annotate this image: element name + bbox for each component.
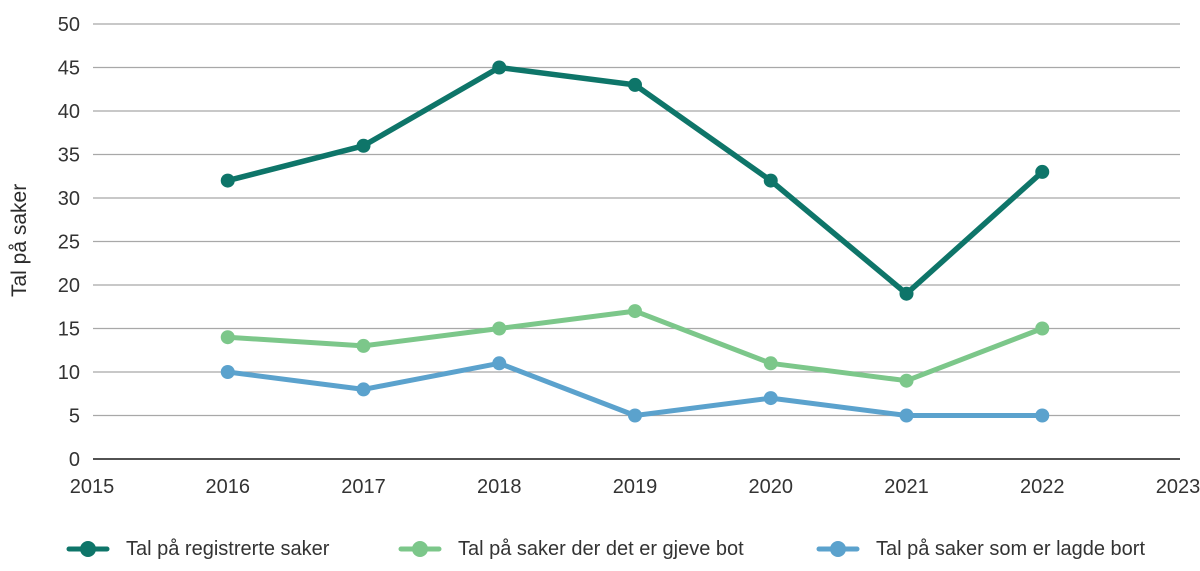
data-point xyxy=(220,173,235,188)
data-point xyxy=(763,391,778,406)
data-point xyxy=(763,173,778,188)
x-tick-label: 2020 xyxy=(749,476,794,498)
gridlines xyxy=(93,23,1180,460)
y-tick-label: 50 xyxy=(58,14,80,36)
x-tick-label: 2015 xyxy=(70,476,115,498)
data-point xyxy=(492,356,507,371)
series-points xyxy=(220,60,1050,423)
data-point xyxy=(356,382,371,397)
y-tick-label: 40 xyxy=(58,101,80,123)
y-tick-label: 15 xyxy=(58,319,80,341)
x-tick-label: 2022 xyxy=(1020,476,1065,498)
x-tick-label: 2018 xyxy=(477,476,522,498)
data-point xyxy=(628,77,642,92)
x-tick-label: 2016 xyxy=(206,476,251,498)
data-point xyxy=(899,373,914,388)
y-tick-label: 20 xyxy=(58,275,80,297)
legend-marker-lagde-bort-icon xyxy=(816,541,860,557)
legend-marker-gjeve-bot-icon xyxy=(398,541,442,557)
x-tick-label: 2019 xyxy=(613,476,658,498)
legend-label: Tal på registrerte saker xyxy=(126,537,330,560)
y-tick-label: 5 xyxy=(69,406,80,428)
legend-label: Tal på saker der det er gjeve bot xyxy=(458,537,744,560)
x-tick-label: 2023 xyxy=(1156,476,1200,498)
data-point xyxy=(763,356,778,371)
data-point xyxy=(492,321,507,336)
x-axis-tick-labels: 2015 2016 2017 2018 2019 2020 2021 2022 2023 xyxy=(70,476,1200,498)
data-point xyxy=(1035,408,1050,423)
legend-item-gjeve-bot: Tal på saker der det er gjeve bot xyxy=(398,532,744,566)
data-point xyxy=(628,408,642,423)
x-tick-label: 2017 xyxy=(341,476,386,498)
series-line-2 xyxy=(225,360,1045,418)
y-axis-tick-labels: 0 5 10 15 20 25 30 35 40 45 50 xyxy=(58,14,80,471)
legend-item-registrerte-saker: Tal på registrerte saker xyxy=(66,532,329,566)
data-point xyxy=(356,138,371,153)
x-tick-label: 2021 xyxy=(884,476,929,498)
chart-legend: Tal på registrerte saker Tal på saker de… xyxy=(0,532,1200,566)
y-tick-label: 0 xyxy=(69,449,80,471)
data-point xyxy=(1035,164,1050,179)
data-point xyxy=(899,408,914,423)
y-tick-label: 45 xyxy=(58,58,80,80)
data-point xyxy=(220,365,235,379)
legend-item-lagde-bort: Tal på saker som er lagde bort xyxy=(816,532,1145,566)
y-axis-title: Tal på saker xyxy=(8,184,31,297)
legend-marker-registrerte-saker-icon xyxy=(66,541,110,557)
data-point xyxy=(899,286,914,301)
series-line-1 xyxy=(225,308,1045,384)
y-tick-label: 25 xyxy=(58,232,80,254)
data-point xyxy=(220,330,235,345)
data-point xyxy=(356,338,371,353)
y-tick-label: 10 xyxy=(58,362,80,384)
y-tick-label: 30 xyxy=(58,188,80,210)
legend-label: Tal på saker som er lagde bort xyxy=(876,537,1146,560)
data-point xyxy=(1035,321,1050,336)
data-point xyxy=(628,304,642,319)
series-line-0 xyxy=(225,64,1045,297)
y-tick-label: 35 xyxy=(58,145,80,167)
data-point xyxy=(492,60,507,75)
